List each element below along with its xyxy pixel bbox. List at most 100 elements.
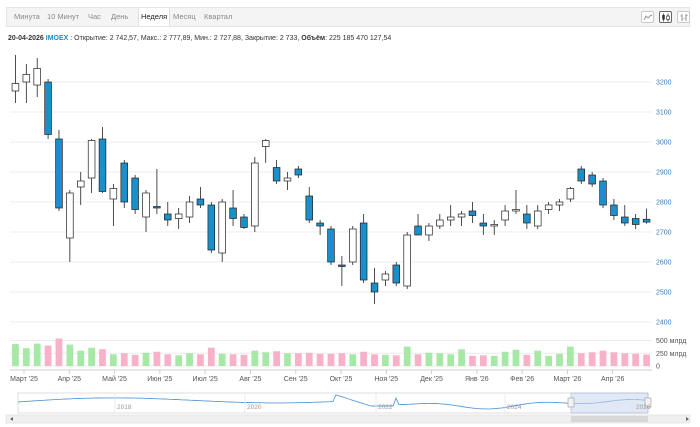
volume-bar (142, 352, 150, 366)
candle-body (327, 228, 335, 263)
volume-bar (425, 352, 433, 366)
candle-body (22, 74, 31, 83)
volume-bar (458, 349, 465, 366)
candle-body (305, 195, 313, 221)
navigator-frame (17, 392, 649, 414)
volume-bar (479, 355, 487, 366)
volume-bar (55, 338, 63, 366)
volume-bar (414, 354, 422, 366)
candle-body (392, 264, 401, 284)
tab-hour[interactable]: Час (88, 12, 101, 21)
candle-body (240, 216, 248, 228)
candle-body (490, 224, 498, 227)
time-tick-label: Март '26 (554, 376, 582, 383)
candle-body (142, 192, 150, 218)
volume-bar (545, 355, 553, 366)
navigator[interactable]: 2018 2020 2022 2024 2026 (5, 392, 691, 424)
candle-body (11, 83, 20, 92)
tab-minute[interactable]: Минута (14, 12, 40, 21)
candle-body (381, 273, 390, 281)
tab-quarter[interactable]: Квартал (204, 12, 233, 21)
price-tick-label: 2800 (656, 200, 672, 207)
candle-body (120, 162, 128, 203)
candle-body (425, 225, 433, 236)
candle-body (457, 213, 466, 218)
price-tick-label: 2500 (656, 290, 672, 297)
volume-bar (588, 352, 596, 366)
info-volume-label: Объём (301, 35, 326, 42)
timeframe-tabs: Минута 10 Минут Час День Неделя Месяц Кв… (6, 7, 690, 27)
volume-bar (153, 351, 161, 366)
candle-body (55, 138, 63, 209)
volume-bar (447, 354, 455, 366)
volume-bar (186, 353, 193, 366)
candle-body (131, 177, 139, 210)
volume-bar (284, 353, 291, 366)
time-tick-label: Фев '26 (510, 376, 534, 383)
volume-bar (599, 350, 607, 366)
candle-body (501, 210, 509, 221)
volume-bar (88, 347, 95, 366)
tab-day[interactable]: День (111, 12, 129, 21)
price-tick-label: 2700 (656, 230, 672, 237)
candle-body (261, 140, 270, 147)
volume-bar (164, 354, 172, 366)
candle-body (523, 213, 531, 224)
volume-bar (360, 351, 368, 366)
volume-bar (44, 345, 52, 366)
price-tick-label: 2900 (656, 170, 672, 177)
price-tick-label: 3100 (656, 110, 672, 117)
bar-chart-icon[interactable] (677, 11, 690, 23)
volume-bar (392, 355, 400, 366)
candle-body (621, 216, 629, 224)
volume-bar (556, 353, 563, 366)
volume-bar (567, 346, 574, 366)
volume-bar (197, 354, 204, 366)
candlestick-icon[interactable] (659, 11, 672, 23)
candle-body (555, 201, 564, 206)
tab-week[interactable]: Неделя (138, 8, 171, 26)
volume-bar (240, 354, 248, 366)
candle-body (87, 140, 96, 179)
candle-body (588, 174, 596, 185)
volume-bar (175, 355, 183, 366)
navigator-series-line (17, 394, 649, 410)
candle-body (196, 198, 205, 206)
volume-bar (218, 353, 226, 366)
candle-body (512, 209, 520, 212)
candle-body (544, 204, 553, 210)
candle-body (283, 177, 292, 182)
volume-bar (610, 352, 618, 366)
navigator-scrollbar-thumb (571, 416, 648, 422)
scroll-right-arrow-icon (686, 417, 689, 421)
price-tick-label: 2600 (656, 260, 672, 267)
info-ticker: IMOEX (45, 35, 69, 42)
volume-bar (490, 355, 498, 366)
candlestick-series (11, 55, 651, 304)
volume-bar (273, 351, 280, 366)
volume-tick-label: 0 (656, 364, 660, 371)
volume-bar (436, 353, 444, 366)
candle-body (359, 222, 368, 281)
tab-month[interactable]: Месяц (173, 12, 196, 21)
candle-body (77, 180, 85, 188)
info-ohlc: : Открытие: 2 742,57, Макс.: 2 777,89, М… (68, 35, 302, 42)
line-chart-icon[interactable] (641, 11, 654, 23)
volume-bar (338, 353, 346, 366)
volume-bar (251, 350, 259, 366)
candle-body (338, 264, 346, 267)
navigator-handle-right (644, 397, 652, 408)
volume-bar (534, 350, 542, 366)
volume-bar (33, 343, 41, 366)
candle-body (98, 138, 107, 192)
price-tick-label: 3200 (656, 80, 672, 87)
candle-body (479, 222, 488, 227)
candle-body (66, 192, 74, 239)
time-tick-label: Апр '25 (58, 376, 82, 383)
volume-bar (305, 352, 313, 366)
time-tick-label: Авг '25 (239, 376, 261, 383)
tab-10-minutes[interactable]: 10 Минут (47, 12, 80, 21)
volume-bar (643, 354, 650, 366)
volume-bar (131, 354, 139, 366)
